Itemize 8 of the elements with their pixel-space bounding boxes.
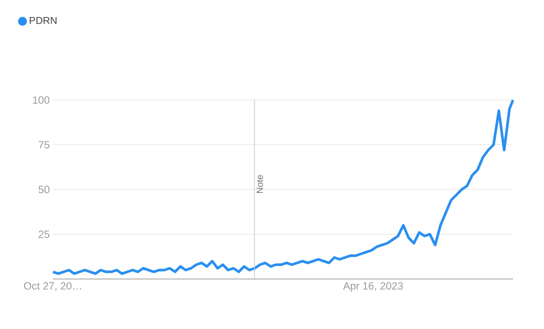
y-tick-label: 100	[33, 96, 50, 104]
y-tick-label: 75	[38, 141, 50, 148]
y-tick-label: 50	[38, 186, 50, 194]
y-tick-label: 25	[38, 230, 50, 238]
x-tick-label: Apr 16, 2023	[343, 282, 403, 292]
x-tick-label: Oct 27, 20…	[24, 282, 82, 291]
legend-label: PDRN	[30, 17, 56, 24]
ref-line-label: Note	[256, 175, 263, 193]
